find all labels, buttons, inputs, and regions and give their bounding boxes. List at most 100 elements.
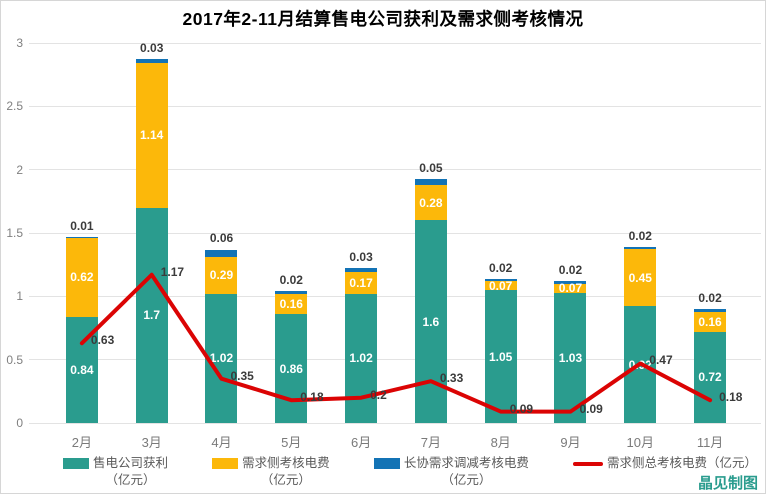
bar-top-label: 0.03 (349, 250, 373, 265)
bar-segment-label: 0.16 (279, 296, 303, 311)
gridline (29, 105, 761, 107)
bar-top-label: 0.06 (209, 231, 234, 246)
bar-segment (345, 268, 378, 273)
bar-column: 1.02 0.17 0.03 6月 (326, 43, 396, 450)
bar-column: 1.03 0.07 0.02 9月 (536, 43, 606, 450)
bar-segment-label: 0.07 (558, 281, 583, 296)
bar-column: 0.86 0.16 0.02 5月 (256, 43, 326, 450)
bar-segment-label: 0.72 (698, 370, 722, 385)
y-tick-label: 1.5 (6, 226, 23, 240)
bar-top-label: 0.02 (489, 260, 513, 275)
line-point-label: 0.09 (509, 401, 534, 416)
bar-segment: 1.05 (484, 290, 517, 423)
bar-segment: 0.17 (345, 272, 378, 294)
bar-top-label: 0.01 (70, 218, 94, 233)
bar-segment (205, 249, 238, 258)
y-tick-label: 2 (16, 162, 23, 177)
bars-layer: 0.84 0.62 0.01 2月 1.7 1.14 0.03 3月 1.02 0.29 0.06 4… (47, 41, 745, 450)
y-tick-label: 1 (16, 289, 23, 304)
gridline (29, 422, 761, 424)
bar-segment: 0.45 (624, 249, 657, 307)
legend-item: 长协需求调减考核电费 （亿元） (373, 455, 529, 489)
bar-top-label: 0.02 (628, 228, 652, 243)
bar-segment-label: 0.07 (488, 278, 513, 293)
bar-segment-label: 0.45 (628, 270, 652, 285)
bar-segment (484, 278, 517, 282)
x-tick-label: 10月 (626, 435, 654, 450)
bar-segment: 1.7 (135, 207, 168, 423)
bar-stack: 1.03 0.07 (554, 281, 587, 423)
gridline (29, 295, 761, 297)
bar-segment: 0.86 (275, 314, 308, 423)
legend: 售电公司获利 （亿元） 需求侧考核电费 （亿元） 长协需求调减考核电费 （亿元） 需求侧总考… (63, 455, 757, 489)
bar-stack: 1.02 0.17 (345, 268, 378, 423)
line-series (79, 272, 713, 414)
legend-swatch-rect (373, 458, 400, 469)
line-point-label: 0.47 (649, 353, 673, 368)
gridline (29, 42, 761, 44)
x-tick-label: 6月 (350, 435, 372, 450)
bar-column: 1.6 0.28 0.05 7月 (396, 43, 466, 450)
line-point-label: 1.17 (160, 264, 185, 279)
line-point-label: 0.63 (90, 333, 115, 348)
x-tick-label: 3月 (141, 435, 162, 450)
bar-segment: 0.62 (65, 238, 98, 317)
bar-column: 1.7 1.14 0.03 3月 (117, 41, 187, 450)
bar-segment-label: 0.84 (70, 362, 94, 377)
bar-segment-label: 1.6 (422, 314, 440, 329)
legend-item-unit: （亿元） (105, 473, 156, 487)
x-tick-label: 4月 (211, 435, 232, 450)
bar-segment-label: 1.03 (558, 350, 583, 365)
legend-swatch-line (572, 462, 603, 466)
line-point-label: 0.35 (230, 368, 254, 383)
bar-stack: 0.86 0.16 (275, 291, 308, 423)
bar-segment: 0.07 (554, 281, 587, 296)
x-tick-label: 9月 (560, 435, 581, 450)
bar-segment-label: 1.02 (209, 351, 234, 366)
legend-item-label: 需求侧考核电费 (242, 456, 330, 470)
bar-segment (275, 291, 308, 294)
bar-segment-label: 0.28 (419, 195, 443, 210)
bar-segment: 0.16 (275, 293, 308, 315)
bar-top-label: 0.02 (558, 263, 583, 278)
legend-item-label: 长协需求调减考核电费 (403, 456, 529, 470)
x-tick-label: 2月 (71, 435, 93, 450)
legend-swatch-rect (212, 458, 239, 469)
legend-item-unit: （亿元） (260, 473, 311, 487)
bar-segment-label: 1.7 (143, 308, 161, 323)
bar-segment-label: 0.17 (349, 276, 373, 291)
bar-segment: 0.28 (414, 184, 447, 221)
bar-top-label: 0.02 (698, 291, 722, 305)
bar-top-label: 0.02 (279, 273, 303, 288)
bar-segment (624, 246, 657, 250)
bar-column: 0.92 0.45 0.02 10月 (605, 43, 675, 450)
line-point-label: 0.18 (300, 390, 324, 405)
legend-text: 需求侧考核电费 （亿元） (242, 455, 330, 489)
plot-area: 0 0.5 1 1.5 2 2.5 3 0.84 0.62 0.01 2月 1.7 1.14 0.03 3月… (6, 36, 761, 450)
legend-item: 需求侧总考核电费（亿元） (572, 455, 757, 472)
bar-column: 0.72 0.16 0.02 11月 (675, 43, 745, 450)
legend-item-label: 售电公司获利 (93, 456, 169, 470)
y-tick-label: 0 (16, 416, 23, 430)
bar-segment-label: 0.16 (698, 314, 722, 329)
bar-segment (554, 281, 587, 284)
x-tick-label: 11月 (696, 435, 724, 450)
bar-column: 1.02 0.29 0.06 4月 (187, 43, 257, 450)
line-point-label: 0.09 (579, 401, 603, 416)
line-point-label: 0.2 (370, 387, 387, 402)
gridline (29, 359, 761, 361)
line-path (79, 272, 713, 414)
bar-segment: 1.02 (345, 293, 378, 423)
bar-top-label: 0.05 (419, 160, 443, 175)
gridline (29, 232, 761, 234)
chart-title: 2017年2-11月结算售电公司获利及需求侧考核情况 (182, 9, 584, 29)
legend-item: 需求侧考核电费 （亿元） (212, 455, 330, 489)
bar-stack: 1.7 1.14 (135, 59, 168, 423)
bar-segment-label: 1.05 (488, 349, 513, 364)
bar-segment: 0.07 (484, 278, 517, 293)
legend-text: 长协需求调减考核电费 （亿元） (404, 455, 529, 489)
gridline (29, 169, 761, 171)
bar-column: 1.05 0.07 0.02 8月 (466, 43, 536, 450)
bar-segment (135, 59, 168, 64)
bar-stack: 1.02 0.29 (205, 249, 238, 423)
